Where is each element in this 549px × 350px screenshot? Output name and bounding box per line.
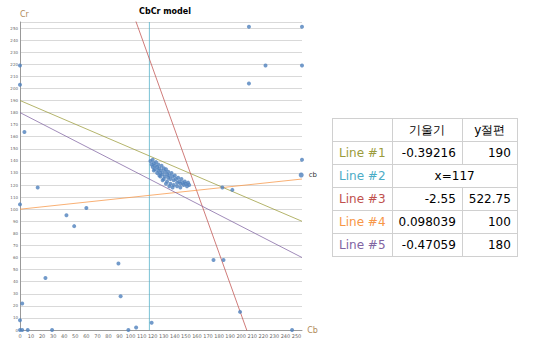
- svg-text:cb: cb: [309, 171, 318, 179]
- svg-text:100: 100: [126, 333, 136, 339]
- svg-text:230: 230: [10, 50, 18, 55]
- html-text:Line #3: Line #3: [339, 192, 386, 206]
- svg-text:20: 20: [13, 303, 19, 308]
- svg-text:90: 90: [13, 219, 19, 224]
- svg-text:10: 10: [13, 315, 19, 320]
- svg-text:210: 210: [10, 74, 18, 79]
- svg-text:140: 140: [10, 158, 18, 163]
- svg-text:60: 60: [83, 333, 89, 339]
- svg-text:180: 180: [10, 110, 18, 115]
- svg-text:80: 80: [13, 231, 19, 236]
- svg-text:110: 110: [10, 195, 18, 200]
- html-text:Line #2: Line #2: [339, 169, 386, 183]
- svg-text:120: 120: [148, 333, 158, 339]
- html-text:522.75: 522.75: [468, 192, 511, 206]
- html-text:x=117: x=117: [434, 169, 475, 183]
- svg-text:Cb: Cb: [307, 326, 318, 335]
- html-text:180: 180: [487, 238, 511, 252]
- svg-text:100: 100: [10, 207, 18, 212]
- svg-text:90: 90: [116, 333, 122, 339]
- svg-text:10: 10: [28, 333, 34, 339]
- svg-text:200: 200: [236, 333, 246, 339]
- html-text:-2.55: -2.55: [424, 192, 456, 206]
- svg-text:220: 220: [10, 62, 18, 67]
- svg-text:120: 120: [10, 183, 18, 188]
- svg-text:140: 140: [170, 333, 180, 339]
- svg-text:40: 40: [61, 333, 67, 339]
- svg-text:190: 190: [225, 333, 235, 339]
- html-text:Line #4: Line #4: [339, 215, 386, 229]
- svg-text:Cr: Cr: [20, 10, 30, 19]
- svg-text:190: 190: [10, 98, 18, 103]
- svg-text:50: 50: [72, 333, 78, 339]
- svg-text:170: 170: [203, 333, 213, 339]
- html-text:190: 190: [487, 146, 511, 160]
- svg-text:180: 180: [214, 333, 224, 339]
- svg-text:170: 170: [10, 122, 18, 127]
- svg-text:110: 110: [137, 333, 147, 339]
- svg-text:CbCr model: CbCr model: [139, 7, 191, 16]
- html-text:-0.39216: -0.39216: [401, 146, 456, 160]
- svg-text:50: 50: [13, 267, 19, 272]
- html-text:Line #5: Line #5: [339, 238, 386, 252]
- html-text:y절편: y절편: [474, 122, 506, 137]
- svg-text:40: 40: [13, 279, 19, 284]
- svg-text:200: 200: [10, 86, 18, 91]
- html-text:Line #1: Line #1: [339, 146, 386, 160]
- svg-text:130: 130: [10, 170, 18, 175]
- svg-text:250: 250: [10, 26, 18, 31]
- svg-text:60: 60: [13, 255, 19, 260]
- svg-text:30: 30: [50, 333, 56, 339]
- svg-text:0: 0: [15, 327, 18, 333]
- svg-text:240: 240: [281, 333, 291, 339]
- svg-text:240: 240: [10, 38, 18, 43]
- svg-text:160: 160: [10, 134, 18, 139]
- svg-text:80: 80: [105, 333, 111, 339]
- html-text:100: 100: [487, 215, 511, 229]
- html-text:기울기: 기울기: [409, 122, 446, 137]
- svg-text:130: 130: [159, 333, 169, 339]
- html-text:-0.47059: -0.47059: [401, 238, 456, 252]
- svg-text:70: 70: [13, 243, 19, 248]
- html-text:0.098039: 0.098039: [398, 215, 456, 229]
- svg-text:160: 160: [192, 333, 202, 339]
- svg-text:20: 20: [39, 333, 45, 339]
- svg-text:220: 220: [259, 333, 269, 339]
- svg-text:0: 0: [18, 333, 21, 339]
- svg-text:250: 250: [292, 333, 302, 339]
- svg-text:30: 30: [13, 291, 19, 296]
- svg-text:230: 230: [270, 333, 280, 339]
- svg-text:70: 70: [94, 333, 100, 339]
- svg-text:150: 150: [10, 146, 18, 151]
- svg-text:150: 150: [181, 333, 191, 339]
- svg-text:210: 210: [247, 333, 257, 339]
